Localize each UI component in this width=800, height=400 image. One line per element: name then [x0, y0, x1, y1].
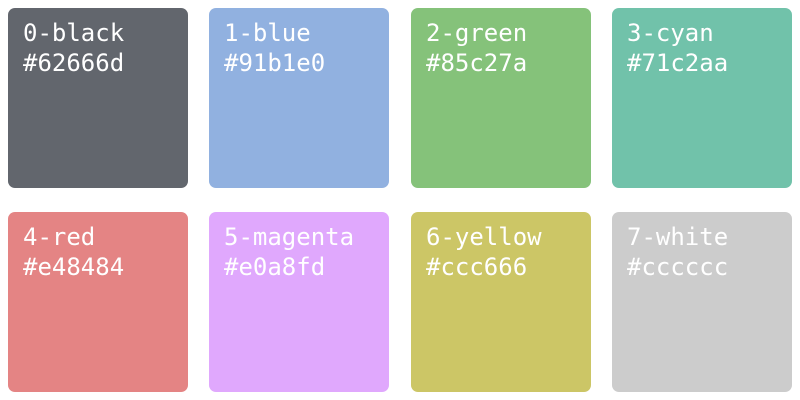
- swatch-hex: #e48484: [23, 253, 125, 281]
- swatch-hex: #e0a8fd: [224, 253, 326, 281]
- swatch-hex: #71c2aa: [627, 49, 729, 77]
- swatch-name: 2-green: [426, 19, 528, 47]
- swatch-name: 1-blue: [224, 19, 311, 47]
- swatch-hex: #85c27a: [426, 49, 528, 77]
- swatch-white: 7-white #cccccc: [612, 212, 792, 392]
- swatch-green: 2-green #85c27a: [411, 8, 591, 188]
- swatch-black: 0-black #62666d: [8, 8, 188, 188]
- swatch-hex: #62666d: [23, 49, 125, 77]
- swatch-name: 7-white: [627, 223, 729, 251]
- swatch-name: 3-cyan: [627, 19, 714, 47]
- swatch-red: 4-red #e48484: [8, 212, 188, 392]
- swatch-name: 0-black: [23, 19, 125, 47]
- swatch-yellow: 6-yellow #ccc666: [411, 212, 591, 392]
- swatch-hex: #ccc666: [426, 253, 528, 281]
- swatch-cyan: 3-cyan #71c2aa: [612, 8, 792, 188]
- swatch-blue: 1-blue #91b1e0: [209, 8, 389, 188]
- swatch-name: 5-magenta: [224, 223, 355, 251]
- swatch-hex: #cccccc: [627, 253, 729, 281]
- swatch-name: 4-red: [23, 223, 96, 251]
- swatch-hex: #91b1e0: [224, 49, 326, 77]
- swatch-name: 6-yellow: [426, 223, 542, 251]
- swatch-magenta: 5-magenta #e0a8fd: [209, 212, 389, 392]
